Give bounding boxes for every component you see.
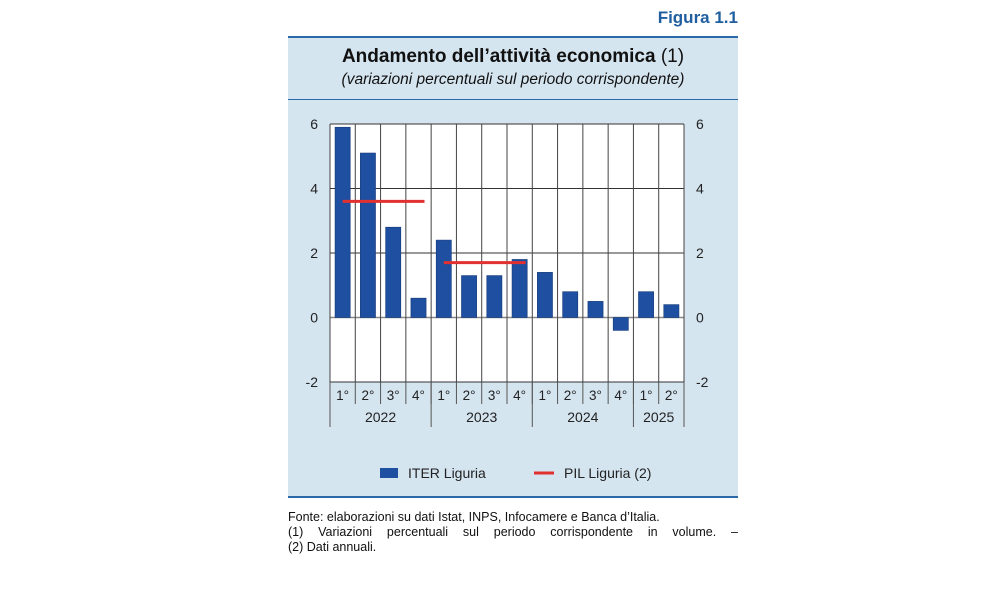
- legend-label-iter: ITER Liguria: [408, 465, 486, 481]
- x-tick-year: 2025: [643, 409, 674, 425]
- y-tick-left: 4: [310, 181, 318, 197]
- y-tick-right: 4: [696, 181, 704, 197]
- x-tick-quarter: 2°: [463, 388, 476, 403]
- x-tick-year: 2022: [365, 409, 396, 425]
- bar: [638, 291, 654, 318]
- x-tick-year: 2024: [567, 409, 598, 425]
- x-tick-quarter: 2°: [564, 388, 577, 403]
- bar: [612, 317, 629, 331]
- title-text: Andamento dell’attività economica: [341, 46, 656, 67]
- x-tick-quarter: 4°: [513, 388, 526, 403]
- y-tick-left: 2: [310, 245, 318, 261]
- x-tick-quarter: 1°: [538, 388, 551, 403]
- x-tick-quarter: 4°: [614, 388, 627, 403]
- x-tick-quarter: 1°: [336, 388, 349, 403]
- bar: [562, 291, 579, 318]
- footnotes: Fonte: elaborazioni su dati Istat, INPS,…: [288, 510, 738, 555]
- x-tick-quarter: 1°: [437, 388, 450, 403]
- bar: [461, 275, 477, 318]
- x-tick-quarter: 2°: [665, 388, 678, 403]
- bar: [410, 297, 427, 318]
- x-tick-quarter: 1°: [640, 388, 653, 403]
- footnote-2: (2) Dati annuali.: [288, 540, 377, 554]
- y-tick-left: -2: [306, 374, 319, 390]
- bar: [486, 275, 503, 318]
- chart-subtitle: (variazioni percentuali sul periodo corr…: [341, 71, 685, 88]
- bar: [511, 259, 528, 318]
- footnote-1: (1) Variazioni percentuali sul periodo c…: [288, 525, 738, 539]
- x-tick-quarter: 3°: [387, 388, 400, 403]
- bar: [587, 301, 604, 318]
- x-tick-quarter: 3°: [488, 388, 501, 403]
- figure-label: Figura 1.1: [657, 8, 738, 27]
- y-tick-right: 0: [696, 310, 704, 326]
- y-tick-left: 6: [310, 116, 318, 132]
- bar: [334, 126, 351, 318]
- bar: [435, 239, 452, 318]
- bar: [537, 272, 553, 318]
- x-tick-year: 2023: [466, 409, 497, 425]
- y-tick-right: 2: [696, 245, 704, 261]
- x-tick-quarter: 4°: [412, 388, 425, 403]
- bar: [663, 304, 680, 318]
- title-note: (1): [660, 46, 685, 67]
- legend-bar-swatch: [380, 468, 398, 478]
- y-tick-right: 6: [696, 116, 704, 132]
- x-tick-quarter: 3°: [589, 388, 602, 403]
- source-note: Fonte: elaborazioni su dati Istat, INPS,…: [288, 510, 660, 524]
- y-tick-left: 0: [310, 310, 318, 326]
- x-tick-quarter: 2°: [361, 388, 374, 403]
- legend-label-pil: PIL Liguria (2): [564, 465, 651, 481]
- chart-title: Andamento dell’attività economica (1): [288, 46, 738, 68]
- bar: [360, 152, 376, 318]
- bar: [385, 226, 402, 318]
- chart-panel: Andamento dell’attività economica (1) (v…: [288, 36, 738, 498]
- bar-chart: 6 6 4 4 2 2 0 0 -2 -2 1° 2° 3° 4° 1° 2° 3° 4° 1° 2° 3° 4° 1° 2°…: [306, 116, 709, 481]
- y-tick-right: -2: [696, 374, 709, 390]
- title-separator: [288, 99, 738, 100]
